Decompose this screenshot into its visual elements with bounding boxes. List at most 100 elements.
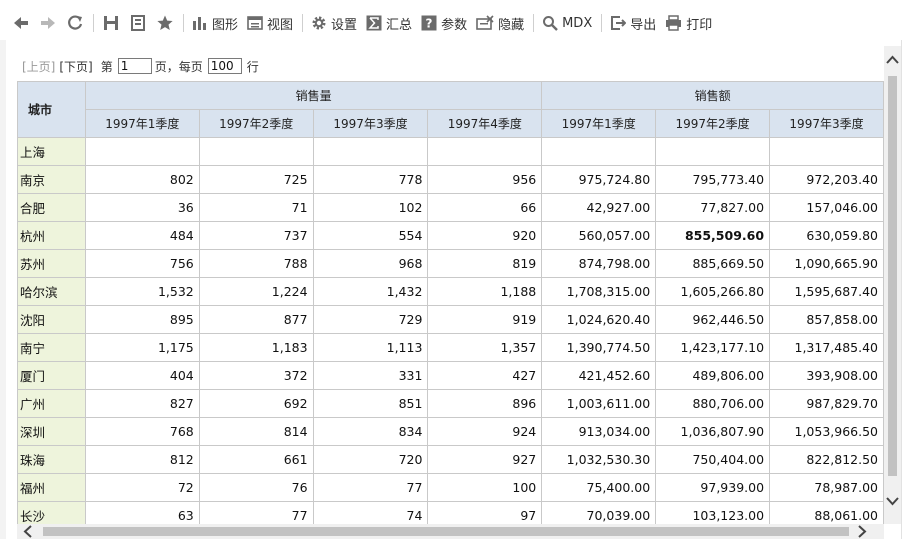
- toolbar-separator: [533, 14, 535, 32]
- city-cell[interactable]: 沈阳: [17, 305, 86, 334]
- summary-button[interactable]: 汇总: [366, 11, 412, 35]
- city-cell[interactable]: 合肥: [17, 193, 86, 222]
- vertical-scrollbar[interactable]: [884, 46, 901, 524]
- toolbar-separator: [93, 14, 94, 32]
- amt-cell: 421,452.60: [541, 361, 657, 390]
- qty-cell: 834: [312, 417, 429, 446]
- qty-cell: 788: [198, 249, 314, 278]
- save-button[interactable]: [102, 11, 120, 35]
- amt-cell: 70,039.00: [541, 501, 657, 524]
- star-icon: [157, 15, 173, 30]
- bar-chart-icon: [193, 17, 206, 30]
- amt-cell: 77,827.00: [655, 193, 771, 222]
- qty-cell: 77: [312, 473, 429, 502]
- params-button[interactable]: ? 参数: [421, 11, 467, 35]
- city-cell[interactable]: 广州: [17, 389, 86, 418]
- amt-cell: 42,927.00: [541, 193, 657, 222]
- amt-cell: [769, 137, 884, 166]
- scroll-down-icon[interactable]: [884, 493, 901, 509]
- hide-button[interactable]: 隐藏: [476, 11, 524, 35]
- qty-cell: 819: [427, 249, 543, 278]
- amt-quarter-header: 1997年3季度: [769, 109, 884, 138]
- page-number-input[interactable]: [117, 58, 152, 74]
- amt-cell: 1,003,611.00: [541, 389, 657, 418]
- table-row: 广州 827 692 851 896 1,003,611.00 880,706.00 987,…: [17, 389, 884, 418]
- amt-cell: 1,708,315.00: [541, 277, 657, 306]
- save-as-button[interactable]: [129, 11, 147, 35]
- city-cell[interactable]: 福州: [17, 473, 86, 502]
- qty-cell: 1,113: [312, 333, 429, 362]
- qty-cell: 404: [84, 361, 200, 390]
- amt-cell: 1,605,266.80: [655, 277, 771, 306]
- qty-cell: 827: [84, 389, 200, 418]
- graph-button[interactable]: 图形: [192, 11, 238, 35]
- table-row: 沈阳 895 877 729 919 1,024,620.40 962,446.50 857,…: [17, 305, 884, 334]
- arrow-left-icon: [14, 17, 28, 29]
- qty-cell: 36: [84, 193, 200, 222]
- amt-cell: 1,024,620.40: [541, 305, 657, 334]
- scroll-up-icon[interactable]: [884, 52, 901, 68]
- hide-icon: [476, 15, 494, 30]
- sigma-icon: [366, 15, 382, 31]
- city-cell[interactable]: 珠海: [17, 445, 86, 474]
- forward-button[interactable]: [39, 11, 57, 35]
- qty-cell: 812: [84, 445, 200, 474]
- qty-cell: 554: [312, 221, 429, 250]
- print-button[interactable]: 打印: [665, 11, 712, 35]
- amt-quarter-header: 1997年1季度: [541, 109, 657, 138]
- favorite-button[interactable]: [156, 11, 174, 35]
- search-icon: [543, 16, 558, 31]
- qty-cell: 661: [198, 445, 314, 474]
- table-viewport: 城市 销售量 销售额 1997年1季度 1997年2季度 1997年3季度 1997年…: [17, 81, 884, 524]
- city-cell[interactable]: 哈尔滨: [17, 277, 86, 306]
- city-cell[interactable]: 南宁: [17, 333, 86, 362]
- export-button[interactable]: 导出: [610, 11, 656, 35]
- qty-cell: 896: [427, 389, 543, 418]
- qty-cell: 1,432: [312, 277, 429, 306]
- qty-cell: [84, 137, 200, 166]
- next-page-link[interactable]: [下页]: [59, 59, 93, 74]
- question-icon: ?: [421, 15, 437, 31]
- city-cell[interactable]: 长沙: [17, 501, 86, 524]
- sub-header-row: 1997年1季度 1997年2季度 1997年3季度 1997年4季度 1997年1季度…: [18, 109, 884, 138]
- view-icon: [247, 16, 263, 30]
- scroll-right-icon[interactable]: [855, 524, 869, 539]
- settings-button[interactable]: 设置: [311, 11, 357, 35]
- mdx-button[interactable]: MDX: [542, 11, 592, 35]
- qty-cell: 919: [427, 305, 543, 334]
- qty-cell: 737: [198, 221, 314, 250]
- save-icon: [104, 16, 118, 30]
- city-cell[interactable]: 苏州: [17, 249, 86, 278]
- back-button[interactable]: [12, 11, 30, 35]
- qty-cell: 924: [427, 417, 543, 446]
- amt-cell: 972,203.40: [769, 165, 884, 194]
- amt-cell: 880,706.00: [655, 389, 771, 418]
- toolbar: 图形 视图 设置 汇总 ? 参数 隐藏 MDX 导出 打印: [0, 0, 912, 46]
- qty-cell: 778: [312, 165, 429, 194]
- qty-cell: 71: [198, 193, 314, 222]
- amt-cell: 75,400.00: [541, 473, 657, 502]
- toolbar-separator: [601, 14, 603, 32]
- qty-quarter-header: 1997年2季度: [198, 109, 314, 138]
- scroll-left-icon[interactable]: [21, 524, 35, 539]
- refresh-icon: [68, 15, 83, 30]
- city-cell[interactable]: 南京: [17, 165, 86, 194]
- view-button[interactable]: 视图: [247, 11, 293, 35]
- city-cell[interactable]: 厦门: [17, 361, 86, 390]
- horizontal-scrollbar[interactable]: [17, 524, 884, 539]
- city-cell[interactable]: 上海: [17, 137, 86, 166]
- qty-cell: 76: [198, 473, 314, 502]
- vertical-scroll-thumb[interactable]: [888, 76, 897, 476]
- rows-per-page-input[interactable]: [207, 58, 242, 74]
- left-frame-edge: [0, 40, 6, 539]
- amt-cell: 975,724.80: [541, 165, 657, 194]
- qty-cell: 756: [84, 249, 200, 278]
- hide-label: 隐藏: [498, 17, 525, 33]
- qty-cell: 484: [84, 221, 200, 250]
- right-frame-edge: [901, 40, 912, 539]
- amt-cell: 103,123.00: [655, 501, 771, 524]
- city-cell[interactable]: 深圳: [17, 417, 86, 446]
- city-cell[interactable]: 杭州: [17, 221, 86, 250]
- refresh-button[interactable]: [66, 11, 84, 35]
- horizontal-scroll-thumb[interactable]: [43, 527, 849, 536]
